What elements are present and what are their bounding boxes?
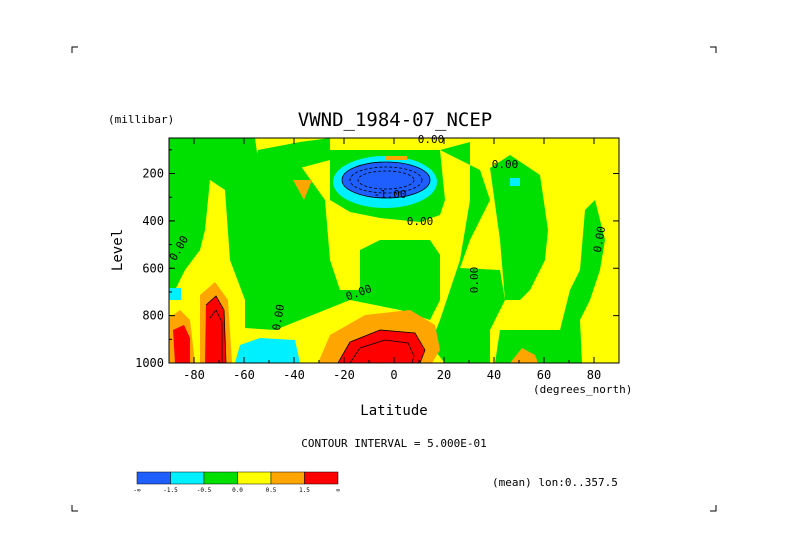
x-tick-label: 20 — [437, 368, 451, 382]
region-green-main — [169, 138, 440, 330]
legend-swatch — [203, 471, 238, 485]
y-tick-label: 400 — [142, 214, 164, 228]
y-tick-label: 1000 — [135, 356, 164, 370]
plot-area: 0.000.000.000.000.000.000.000.00-1.00 — [167, 133, 620, 364]
x-tick-label: 60 — [537, 368, 551, 382]
corner-marks — [71, 46, 717, 512]
legend-label: 0.5 — [266, 487, 277, 494]
x-tick-label: 80 — [587, 368, 601, 382]
region-red-high-lat-south — [205, 296, 226, 363]
contour-label: 0.00 — [270, 303, 287, 331]
chart-title: VWND_1984-07_NCEP — [298, 109, 492, 131]
y-tick-label: 200 — [142, 167, 164, 181]
x-axis-label: Latitude — [360, 403, 427, 419]
legend-swatch — [136, 471, 171, 485]
region-orange-left-spot — [293, 180, 312, 200]
y-axis-ticks: 200 400 600 800 1000 — [135, 149, 619, 370]
legend-label: 0.0 — [232, 487, 243, 494]
legend-label: ∞ — [336, 487, 340, 494]
x-tick-label: -40 — [283, 368, 305, 382]
region-cyan-left-edge — [169, 288, 181, 300]
legend-label: -∞ — [133, 487, 141, 494]
region-orange-jet-top — [385, 156, 407, 160]
region-green-right-band — [430, 142, 505, 363]
x-tick-label: 40 — [487, 368, 501, 382]
region-green-right — [490, 155, 548, 300]
region-blue-jet — [342, 162, 430, 198]
legend-swatch — [170, 471, 205, 485]
x-tick-label: -80 — [183, 368, 205, 382]
legend-swatch — [304, 471, 339, 485]
mean-note-label: (mean) lon:0..357.5 — [492, 476, 618, 489]
contour-interval-label: CONTOUR INTERVAL = 5.000E-01 — [301, 437, 486, 450]
legend-swatch — [270, 471, 305, 485]
contour-labels: 0.000.000.000.000.000.000.000.00-1.00 — [167, 133, 609, 332]
contour-label: -1.00 — [373, 188, 406, 201]
contour-label: 0.00 — [492, 158, 519, 171]
region-red-low-lat-south — [173, 325, 190, 363]
legend-label: 1.5 — [299, 487, 310, 494]
region-cyan-surface — [235, 338, 300, 363]
contour-label: 0.00 — [407, 215, 434, 228]
y-tick-label: 800 — [142, 309, 164, 323]
x-tick-label: 0 — [390, 368, 397, 382]
legend-label: -1.5 — [163, 487, 178, 494]
x-axis-ticks: -80 -60 -40 -20 0 20 40 60 80 — [168, 138, 620, 382]
region-green-far-right — [560, 200, 605, 363]
contour-label: 0.00 — [591, 225, 608, 253]
region-green-left — [169, 138, 330, 168]
y-axis-label: Level — [110, 229, 126, 271]
region-green-bottom-right — [495, 330, 560, 363]
contour-label: 0.00 — [418, 133, 445, 146]
color-legend: -∞ -1.5 -0.5 0.0 0.5 1.5 ∞ — [133, 471, 340, 494]
region-orange-lower-right — [510, 348, 538, 363]
contour-label: 0.00 — [468, 267, 481, 294]
y-units-label: (millibar) — [108, 113, 174, 126]
x-tick-label: -20 — [333, 368, 355, 382]
y-tick-label: 600 — [142, 261, 164, 275]
region-cyan-right-spot — [510, 178, 520, 186]
x-tick-label: -60 — [233, 368, 255, 382]
x-units-label: (degrees_north) — [533, 383, 632, 396]
legend-swatch — [237, 471, 272, 485]
legend-label: -0.5 — [197, 487, 212, 494]
